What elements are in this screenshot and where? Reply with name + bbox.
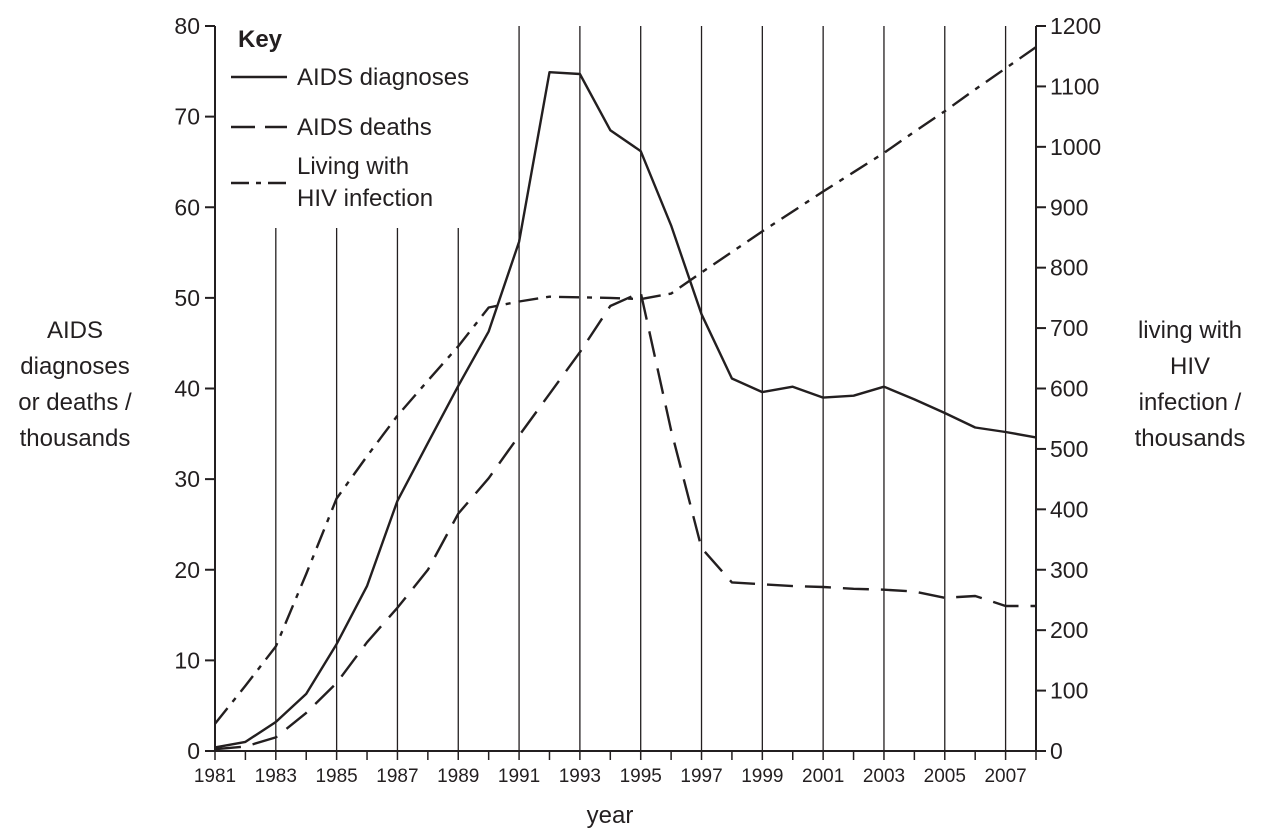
right-tick-label: 500 — [1050, 436, 1088, 462]
legend-label: Living with — [297, 153, 409, 180]
x-tick-label: 1987 — [376, 766, 418, 787]
left-y-axis-label-line: AIDS — [47, 317, 103, 344]
right-tick-label: 800 — [1050, 255, 1088, 281]
left-tick-label: 60 — [174, 194, 200, 220]
right-y-axis-ticks: 0 100 200 300 400 500 600 700 800 900 1000 1100 1200 — [1036, 13, 1101, 764]
x-tick-label: 2005 — [924, 766, 966, 787]
right-tick-label: 300 — [1050, 557, 1088, 583]
series-line-living-with-hiv-infection — [214, 46, 1037, 725]
right-tick-label: 400 — [1050, 496, 1088, 522]
series-line-aids-deaths — [214, 291, 1036, 751]
right-y-axis-label: living with HIV infection / thousands — [1135, 317, 1246, 452]
x-tick-label: 2007 — [984, 766, 1026, 787]
series-line-aids-diagnoses — [214, 70, 1037, 749]
right-tick-label: 600 — [1050, 376, 1088, 402]
right-tick-label: 100 — [1050, 678, 1088, 704]
left-tick-label: 70 — [174, 104, 200, 130]
right-y-axis-label-line: HIV — [1170, 353, 1210, 380]
left-tick-label: 10 — [174, 647, 200, 673]
x-axis-label: year — [587, 802, 634, 829]
x-tick-label: 1997 — [680, 766, 722, 787]
x-tick-label: 1999 — [741, 766, 783, 787]
left-tick-label: 20 — [174, 557, 200, 583]
right-tick-label: 1000 — [1050, 134, 1101, 160]
left-y-axis-label-line: or deaths / — [18, 389, 132, 416]
right-tick-label: 1100 — [1050, 73, 1099, 99]
left-tick-label: 0 — [187, 738, 200, 764]
right-y-axis-label-line: thousands — [1135, 425, 1246, 452]
x-tick-label: 1981 — [194, 766, 236, 787]
right-y-axis-label-line: infection / — [1139, 389, 1242, 416]
x-tick-label: 1989 — [437, 766, 479, 787]
legend-label: HIV infection — [297, 185, 433, 212]
x-tick-label: 1995 — [620, 766, 662, 787]
x-tick-label: 1993 — [559, 766, 601, 787]
x-axis-ticks: 1981 1983 1985 1987 1989 1991 1993 1995 1997 1999… — [194, 751, 1037, 787]
left-y-axis-label-line: diagnoses — [20, 353, 129, 380]
left-tick-label: 30 — [174, 466, 200, 492]
series-lines — [214, 46, 1037, 751]
right-tick-label: 1200 — [1050, 13, 1101, 39]
x-tick-label: 2001 — [802, 766, 844, 787]
left-y-axis-label: AIDS diagnoses or deaths / thousands — [18, 317, 132, 452]
x-tick-label: 2003 — [863, 766, 905, 787]
x-tick-label: 1985 — [315, 766, 357, 787]
right-tick-label: 700 — [1050, 315, 1088, 341]
right-y-axis-label-line: living with — [1138, 317, 1242, 344]
gridlines — [275, 26, 1007, 751]
left-tick-label: 50 — [174, 285, 200, 311]
left-y-axis-label-line: thousands — [20, 425, 131, 452]
right-tick-label: 200 — [1050, 617, 1088, 643]
legend-label: AIDS diagnoses — [297, 64, 469, 91]
legend-label: AIDS deaths — [297, 114, 432, 141]
legend: Key AIDS diagnoses AIDS deaths Living with H… — [231, 26, 469, 212]
left-tick-label: 40 — [174, 376, 200, 402]
legend-title: Key — [238, 26, 283, 53]
left-y-axis-ticks: 0 10 20 30 40 50 60 70 80 — [174, 13, 215, 764]
x-tick-label: 1991 — [498, 766, 540, 787]
left-tick-label: 80 — [174, 13, 200, 39]
x-tick-label: 1983 — [255, 766, 297, 787]
right-tick-label: 0 — [1050, 738, 1063, 764]
right-tick-label: 900 — [1050, 194, 1088, 220]
